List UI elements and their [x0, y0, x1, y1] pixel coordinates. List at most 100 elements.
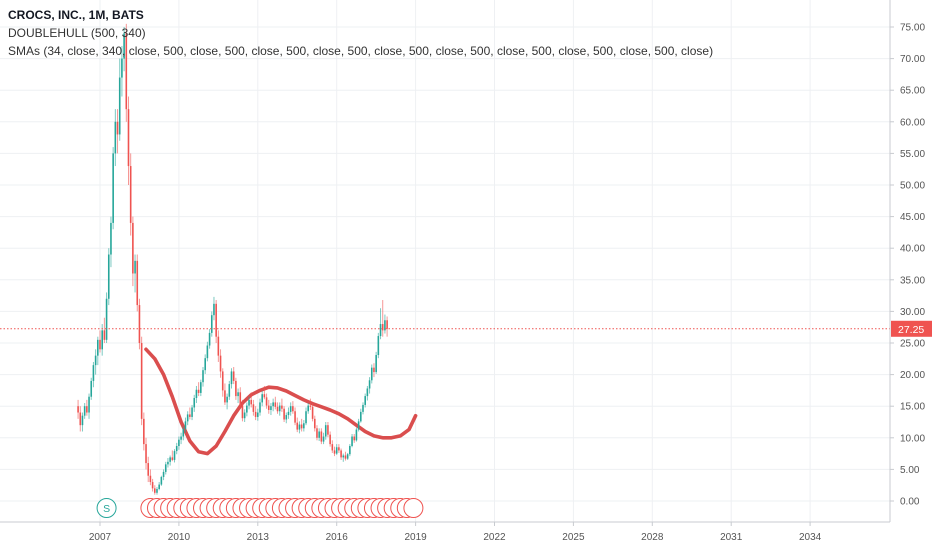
- candle-body: [285, 415, 288, 420]
- candle-body: [215, 303, 217, 337]
- candle-body: [136, 260, 139, 306]
- candle: [324, 422, 327, 440]
- y-tick-label: 25.00: [900, 339, 925, 350]
- candle-body: [276, 406, 279, 412]
- y-tick-label: 15.00: [900, 402, 925, 413]
- candle-body: [129, 166, 132, 223]
- candle-body: [259, 402, 261, 413]
- candle: [344, 451, 347, 461]
- candle-body: [309, 405, 312, 407]
- candle-body: [184, 421, 187, 429]
- candle: [362, 402, 364, 415]
- candle-body: [81, 415, 84, 426]
- candle: [292, 401, 294, 414]
- candle: [386, 316, 388, 337]
- candle-body: [246, 405, 248, 413]
- candle: [355, 427, 358, 442]
- candle: [230, 368, 233, 389]
- candle: [384, 314, 386, 334]
- split-marker: S: [96, 498, 117, 518]
- candle: [114, 109, 117, 167]
- candle: [153, 485, 156, 495]
- candle-body: [313, 418, 316, 429]
- candle: [257, 408, 259, 421]
- candle: [129, 153, 132, 236]
- candle: [186, 411, 189, 426]
- candle-body: [123, 33, 125, 59]
- candle: [118, 58, 121, 141]
- indicator-doublehull-label[interactable]: DOUBLEHULL (500, 340): [8, 26, 146, 40]
- candle: [281, 398, 283, 412]
- candle: [322, 432, 325, 445]
- candle-body: [381, 324, 384, 331]
- candle-body: [283, 408, 285, 420]
- candle: [278, 402, 281, 416]
- candle: [204, 354, 206, 374]
- y-tick-label: 35.00: [900, 275, 925, 286]
- candle-body: [219, 355, 222, 372]
- y-tick-label: 30.00: [900, 307, 925, 318]
- candle-body: [143, 418, 145, 445]
- y-tick-label: 65.00: [900, 86, 925, 97]
- candle: [351, 434, 353, 448]
- candle-body: [324, 425, 327, 437]
- x-tick-label: 2019: [404, 532, 427, 543]
- y-tick-label: 5.00: [900, 465, 920, 476]
- candle-body: [252, 404, 255, 412]
- y-tick-label: 60.00: [900, 117, 925, 128]
- symbol-title[interactable]: CROCS, INC., 1M, BATS: [8, 8, 144, 22]
- candle: [366, 385, 369, 401]
- candle-body: [151, 482, 154, 489]
- candle-body: [204, 358, 206, 371]
- x-tick-label: 2007: [89, 532, 112, 543]
- candle: [340, 448, 342, 460]
- candle-body: [360, 411, 362, 422]
- candle: [116, 109, 119, 154]
- candle-body: [366, 388, 369, 397]
- candle: [274, 396, 277, 410]
- event-markers: SEEEEEEE: [96, 498, 424, 518]
- candle: [156, 487, 158, 495]
- candle: [175, 442, 178, 455]
- candle-body: [241, 405, 244, 419]
- candle-body: [370, 367, 373, 381]
- candle-body: [224, 390, 226, 403]
- candle: [346, 452, 349, 460]
- candle-body: [261, 394, 263, 403]
- candle-body: [340, 450, 342, 458]
- candle: [303, 420, 305, 432]
- candle: [171, 450, 174, 462]
- chart-legend: CROCS, INC., 1M, BATS DOUBLEHULL (500, 3…: [8, 6, 713, 60]
- candle: [333, 446, 336, 457]
- candle: [250, 392, 253, 408]
- candle: [342, 453, 345, 462]
- earnings-marker: [403, 498, 424, 518]
- candle-body: [287, 411, 290, 416]
- candle-body: [97, 339, 99, 356]
- candle: [364, 393, 366, 408]
- candle-body: [342, 455, 345, 458]
- candle: [294, 407, 296, 426]
- candle: [267, 399, 270, 414]
- candle-body: [169, 457, 171, 462]
- candle-body: [127, 109, 130, 167]
- candle: [202, 367, 204, 387]
- candle: [226, 393, 228, 410]
- candle-body: [149, 475, 152, 483]
- candle: [215, 300, 217, 343]
- indicator-smas-label[interactable]: SMAs (34, close, 340, close, 500, close,…: [8, 44, 714, 58]
- candle-body: [158, 484, 160, 489]
- candle: [167, 458, 169, 468]
- candle: [81, 412, 84, 432]
- candle-body: [189, 414, 191, 417]
- candle-body: [173, 451, 176, 460]
- candle-body: [208, 332, 211, 346]
- candle-body: [243, 412, 246, 419]
- candle-body: [118, 77, 121, 135]
- candle: [307, 403, 310, 414]
- candle: [143, 412, 145, 451]
- candle: [296, 417, 299, 433]
- candle-body: [213, 303, 215, 316]
- candle: [329, 431, 331, 447]
